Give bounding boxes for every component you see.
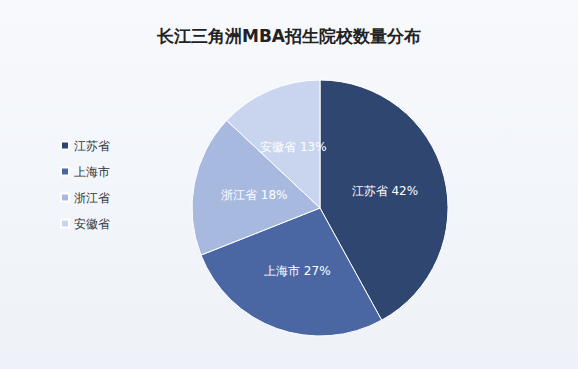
svg-text:浙江省: 浙江省	[74, 191, 110, 205]
svg-text:浙江省 18%: 浙江省 18%	[221, 188, 288, 202]
svg-text:安徽省: 安徽省	[74, 217, 110, 231]
svg-text:江苏省 42%: 江苏省 42%	[352, 184, 419, 198]
svg-text:江苏省: 江苏省	[74, 139, 110, 153]
svg-text:长江三角洲MBA招生院校数量分布: 长江三角洲MBA招生院校数量分布	[156, 26, 421, 46]
svg-text:安徽省 13%: 安徽省 13%	[260, 140, 327, 154]
svg-text:上海市: 上海市	[74, 165, 110, 179]
svg-text:上海市 27%: 上海市 27%	[264, 264, 331, 278]
